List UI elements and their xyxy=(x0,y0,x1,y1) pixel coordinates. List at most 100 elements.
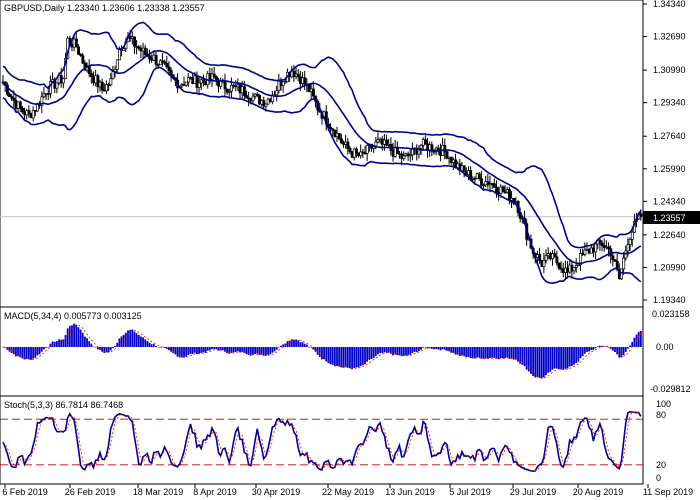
macd-bar xyxy=(142,337,144,347)
macd-bar xyxy=(260,347,263,355)
macd-bar xyxy=(140,336,142,347)
macd-bar xyxy=(422,347,425,348)
macd-bar xyxy=(148,342,151,347)
macd-bar xyxy=(553,347,556,369)
macd-bar xyxy=(405,347,407,356)
macd-bar xyxy=(312,347,315,350)
time-tick-label: 29 Jul 2019 xyxy=(510,487,557,497)
macd-bar xyxy=(325,347,328,362)
macd-bar xyxy=(458,347,461,356)
stoch-tick-80: 80 xyxy=(656,410,666,420)
candle-body xyxy=(163,61,167,64)
macd-bar xyxy=(101,347,104,352)
candle-body xyxy=(161,60,165,63)
candle-body xyxy=(55,82,59,89)
candle-body xyxy=(186,77,190,83)
macd-bar xyxy=(90,343,93,347)
macd-bar xyxy=(575,347,578,364)
candle-body xyxy=(613,259,617,262)
macd-bar xyxy=(77,327,80,347)
macd-bar xyxy=(245,347,248,355)
candle-body xyxy=(258,95,261,105)
macd-bar xyxy=(450,347,453,353)
candle-body xyxy=(281,81,285,86)
price-pane[interactable] xyxy=(0,21,643,285)
macd-bar xyxy=(211,347,213,350)
macd-bar xyxy=(60,339,63,347)
macd-bar xyxy=(361,347,364,366)
candle-body xyxy=(419,144,423,149)
candle-body xyxy=(630,231,634,240)
macd-bar xyxy=(114,345,116,347)
candle-body xyxy=(598,239,602,244)
macd-pane[interactable] xyxy=(2,323,642,379)
macd-bar xyxy=(53,341,56,347)
price-tick-label: 1.29340 xyxy=(653,98,686,108)
candle-body xyxy=(77,46,80,55)
macd-bar xyxy=(534,347,537,378)
candle-body xyxy=(74,38,78,48)
macd-bar xyxy=(558,347,560,370)
macd-bar xyxy=(631,341,634,347)
macd-bar xyxy=(508,347,511,359)
macd-bar xyxy=(71,325,73,347)
macd-bar xyxy=(506,347,509,358)
macd-bar xyxy=(288,340,291,347)
macd-bar xyxy=(517,347,519,362)
macd-bar xyxy=(27,347,30,360)
macd-bar xyxy=(286,341,289,347)
macd-bar xyxy=(208,347,211,351)
macd-bar xyxy=(433,347,435,350)
macd-bar xyxy=(377,347,379,355)
macd-bar xyxy=(323,347,325,360)
macd-bar xyxy=(241,347,244,352)
macd-bar xyxy=(499,347,502,359)
macd-bar xyxy=(400,347,403,357)
candle-body xyxy=(158,60,162,66)
candle-body xyxy=(197,82,201,88)
macd-bar xyxy=(590,347,593,351)
macd-bar xyxy=(30,347,32,360)
macd-bar xyxy=(443,347,446,350)
macd-bar xyxy=(357,347,360,368)
macd-bar xyxy=(564,347,567,369)
macd-bar xyxy=(562,347,565,370)
candle-body xyxy=(417,148,421,155)
macd-bar xyxy=(277,346,280,348)
stochastic-pane[interactable] xyxy=(0,410,643,473)
macd-bar xyxy=(409,347,412,355)
candle-body xyxy=(385,139,389,146)
macd-bar xyxy=(282,344,285,347)
macd-bar xyxy=(275,347,278,350)
macd-bar xyxy=(122,334,125,347)
macd-bar xyxy=(530,347,532,374)
candle-body xyxy=(445,151,449,159)
candle-body xyxy=(495,187,499,193)
stoch-tick-0: 0 xyxy=(656,473,661,483)
candle-body xyxy=(544,255,548,261)
candle-body xyxy=(609,248,613,257)
macd-bar xyxy=(527,347,530,372)
macd-bar xyxy=(374,347,377,357)
candle-body xyxy=(624,250,628,259)
time-tick-label: 22 May 2019 xyxy=(322,487,374,497)
macd-bar xyxy=(127,330,129,347)
candle-body xyxy=(482,184,486,187)
macd-bar xyxy=(555,347,558,369)
macd-bar xyxy=(560,347,563,370)
bollinger-upper-band xyxy=(2,21,642,249)
macd-bar xyxy=(525,347,528,370)
time-tick-label: 6 Feb 2019 xyxy=(2,487,48,497)
macd-bar xyxy=(551,347,554,370)
macd-bar xyxy=(540,347,543,379)
candle-body xyxy=(376,139,380,143)
macd-bar xyxy=(465,347,468,358)
macd-bar xyxy=(226,347,229,354)
macd-bar xyxy=(383,347,386,353)
macd-bar xyxy=(446,347,448,351)
candle-body xyxy=(473,177,477,180)
macd-bar xyxy=(437,347,440,350)
candle-body xyxy=(277,80,281,91)
time-tick-label: 5 Jul 2019 xyxy=(449,487,491,497)
